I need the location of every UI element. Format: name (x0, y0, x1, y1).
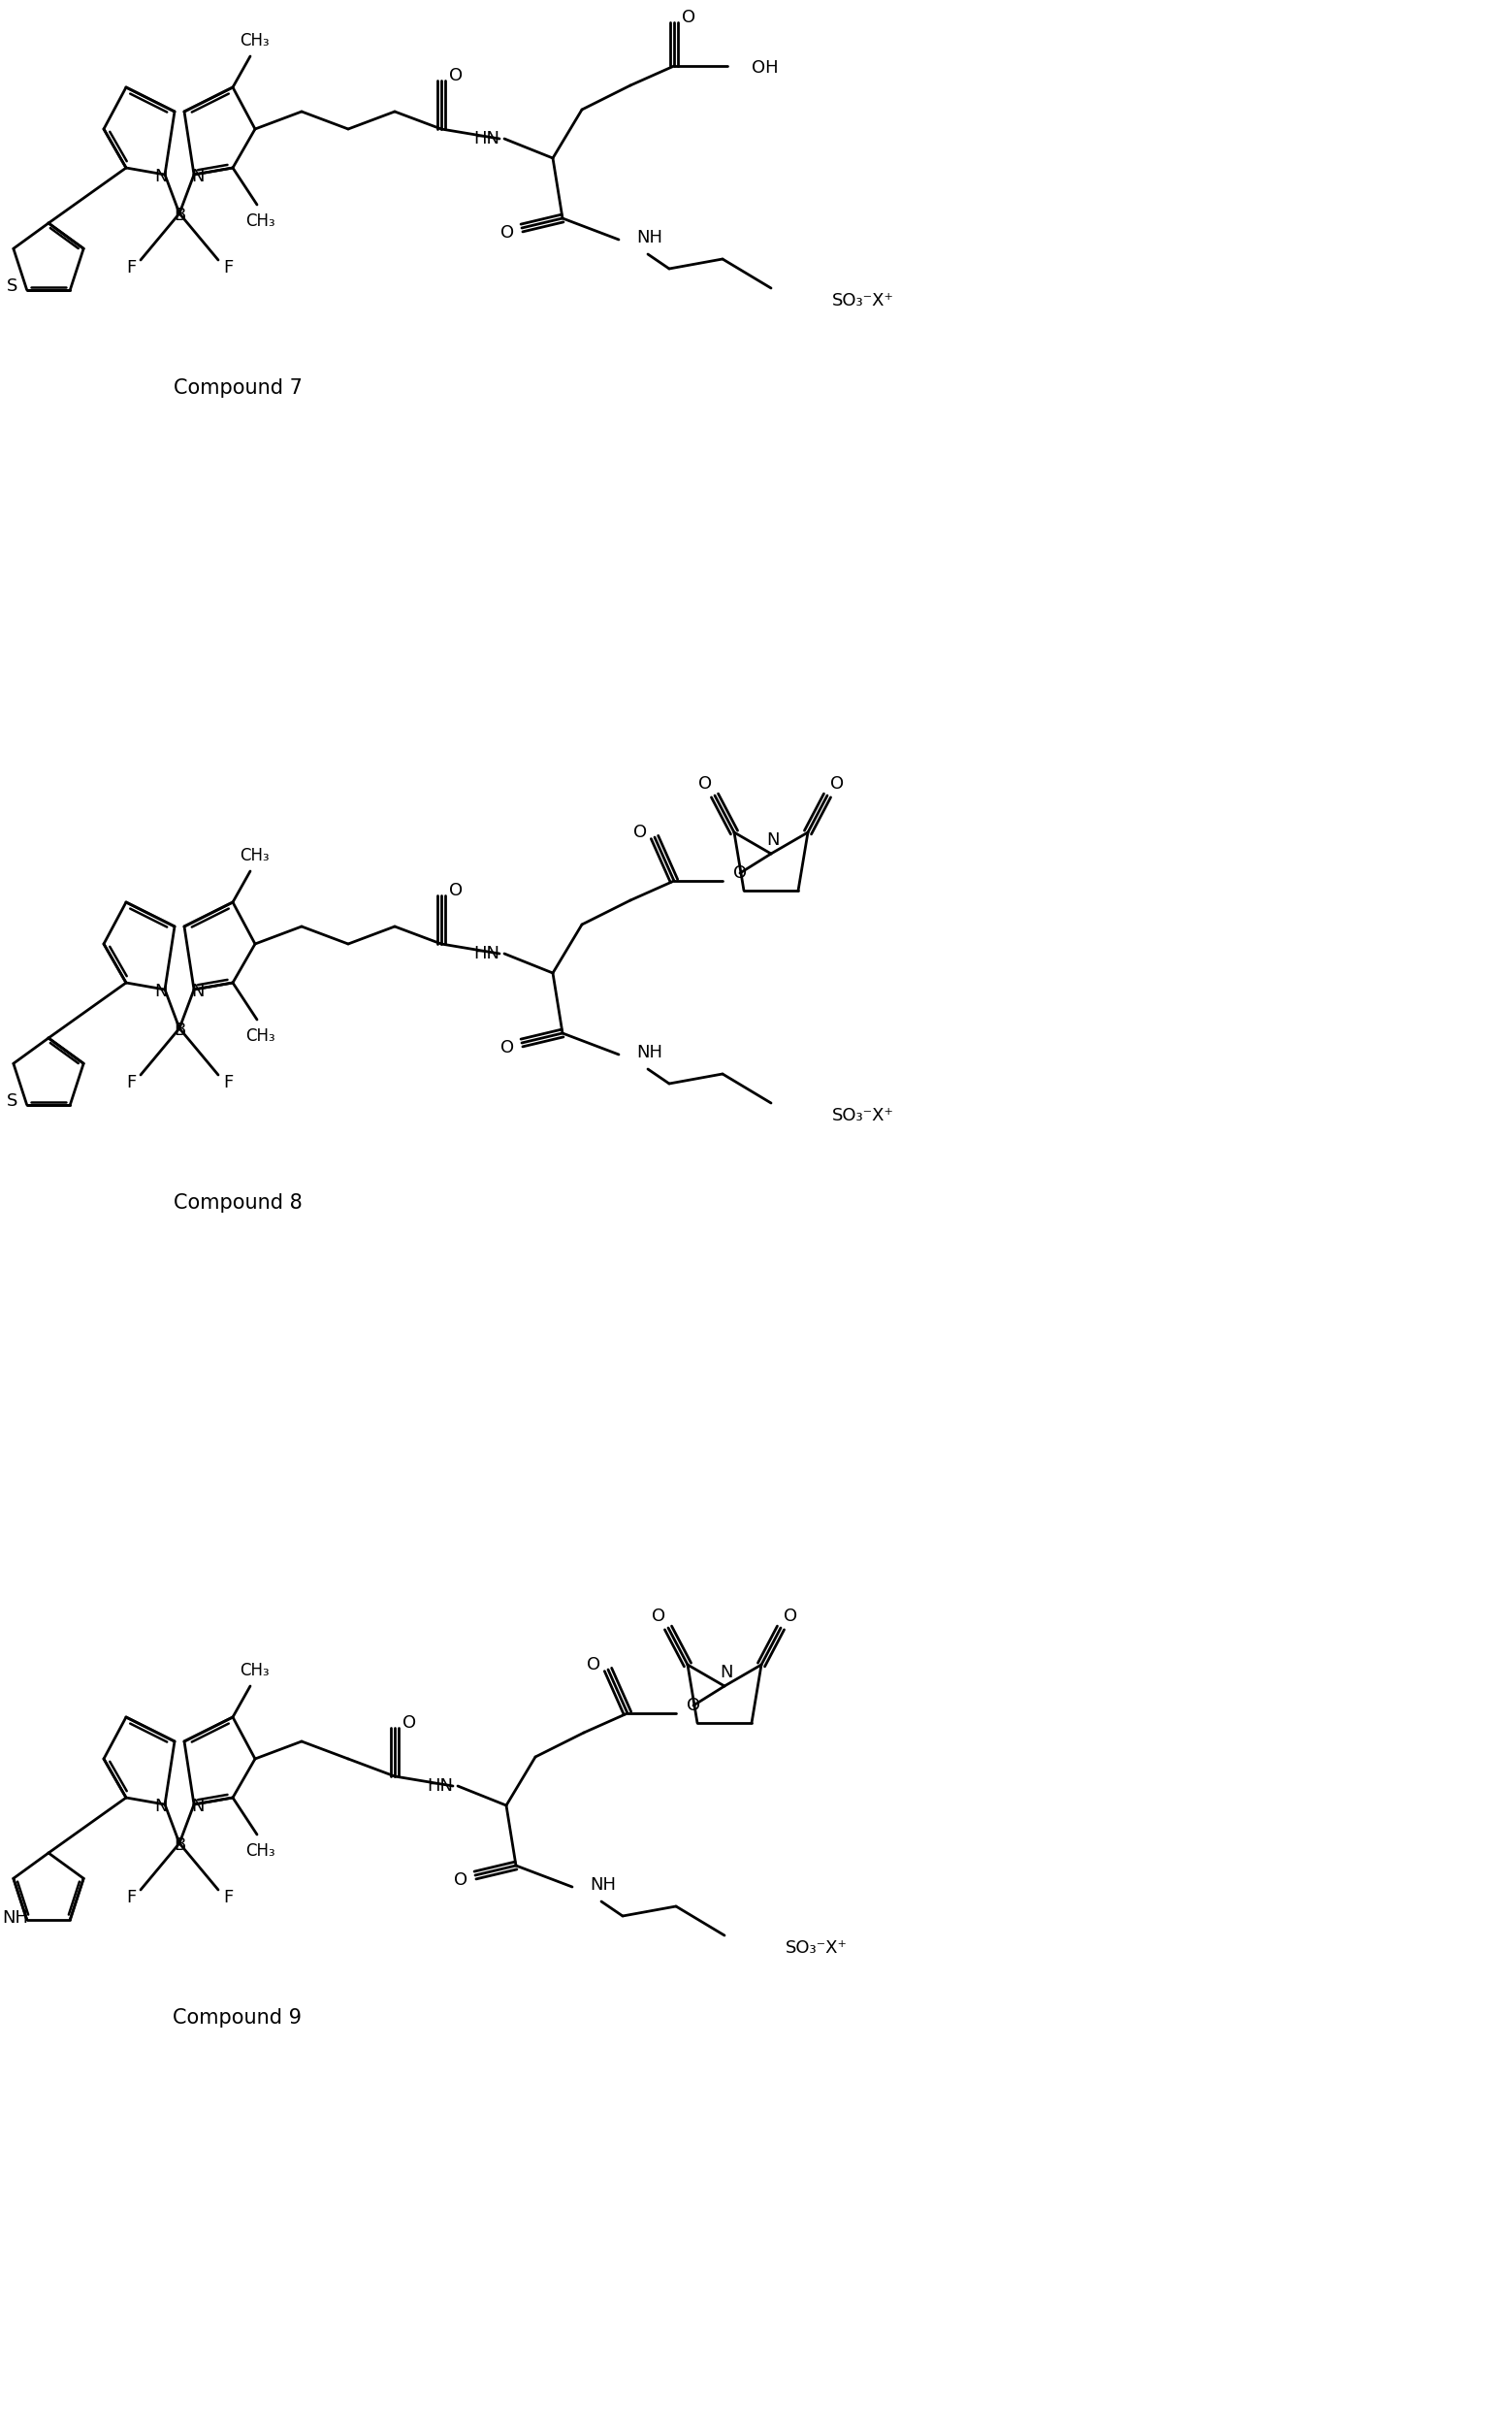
Text: B: B (174, 1021, 186, 1040)
Text: F: F (125, 1888, 136, 1907)
Text: CH₃: CH₃ (239, 1661, 269, 1678)
Text: O: O (500, 1040, 514, 1057)
Text: N: N (767, 831, 780, 848)
Text: CH₃: CH₃ (245, 1028, 275, 1045)
Text: O: O (402, 1715, 416, 1732)
Text: N: N (154, 1798, 168, 1815)
Text: F: F (125, 1074, 136, 1091)
Text: NH: NH (2, 1910, 29, 1927)
Text: CH₃: CH₃ (245, 1842, 275, 1859)
Text: CH₃: CH₃ (245, 212, 275, 229)
Text: O: O (449, 66, 463, 85)
Text: B: B (174, 207, 186, 224)
Text: Compound 9: Compound 9 (172, 2007, 302, 2027)
Text: SO₃⁻X⁺: SO₃⁻X⁺ (786, 1939, 848, 1956)
Text: N: N (192, 1798, 204, 1815)
Text: CH₃: CH₃ (239, 32, 269, 49)
Text: O: O (454, 1871, 467, 1888)
Text: O: O (733, 865, 747, 882)
Text: N: N (720, 1664, 733, 1681)
Text: NH: NH (637, 229, 662, 246)
Text: S: S (8, 278, 18, 295)
Text: O: O (699, 775, 712, 792)
Text: O: O (682, 10, 696, 27)
Text: Compound 7: Compound 7 (174, 378, 302, 397)
Text: Compound 8: Compound 8 (174, 1194, 302, 1213)
Text: F: F (125, 258, 136, 278)
Text: SO₃⁻X⁺: SO₃⁻X⁺ (832, 292, 894, 309)
Text: F: F (222, 258, 233, 278)
Text: N: N (192, 168, 204, 185)
Text: NH: NH (637, 1045, 662, 1062)
Text: F: F (222, 1888, 233, 1907)
Text: O: O (652, 1608, 665, 1625)
Text: HN: HN (473, 129, 499, 149)
Text: N: N (154, 982, 168, 1001)
Text: SO₃⁻X⁺: SO₃⁻X⁺ (832, 1106, 894, 1125)
Text: F: F (222, 1074, 233, 1091)
Text: B: B (174, 1837, 186, 1854)
Text: O: O (500, 224, 514, 241)
Text: O: O (449, 882, 463, 899)
Text: CH₃: CH₃ (239, 848, 269, 865)
Text: S: S (8, 1094, 18, 1111)
Text: O: O (783, 1608, 797, 1625)
Text: HN: HN (426, 1778, 454, 1795)
Text: O: O (587, 1656, 600, 1674)
Text: N: N (154, 168, 168, 185)
Text: NH: NH (590, 1876, 615, 1893)
Text: O: O (634, 823, 647, 840)
Text: HN: HN (473, 945, 499, 962)
Text: O: O (830, 775, 844, 792)
Text: N: N (192, 982, 204, 1001)
Text: OH: OH (751, 58, 779, 76)
Text: O: O (686, 1698, 700, 1715)
